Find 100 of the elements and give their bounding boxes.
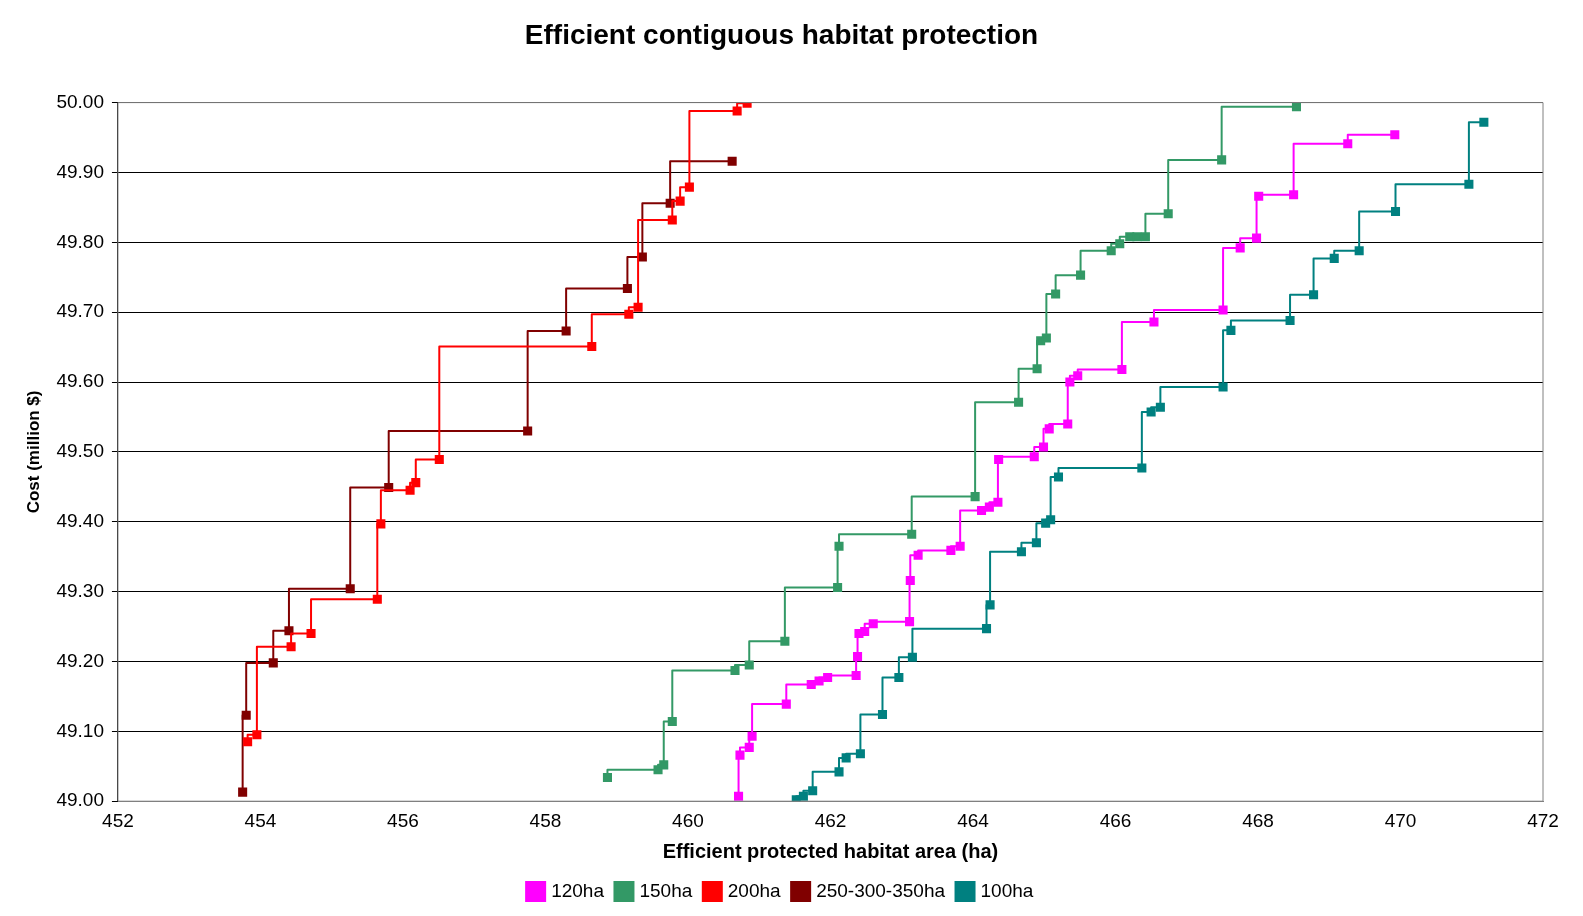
point (747, 731, 757, 741)
point (241, 710, 251, 720)
point (1479, 117, 1489, 127)
point (834, 767, 844, 777)
point (780, 636, 790, 646)
x-axis-title: Efficient protected habitat area (ha) (662, 839, 999, 862)
point (1217, 155, 1227, 165)
point (602, 772, 612, 782)
point (732, 106, 742, 116)
point (1390, 207, 1401, 217)
point (624, 309, 634, 319)
point (1235, 243, 1245, 253)
legend-label: 150ha (639, 879, 693, 901)
point (851, 670, 861, 680)
point (1354, 246, 1364, 256)
point (730, 666, 740, 676)
point (1146, 407, 1156, 417)
point (1132, 232, 1142, 242)
point (946, 545, 956, 555)
legend-label: 200ha (727, 879, 782, 901)
x-tick-label: 454 (244, 809, 277, 831)
point (1115, 239, 1125, 249)
point (894, 673, 904, 683)
point (667, 215, 677, 225)
point (985, 600, 995, 610)
point (1032, 364, 1042, 374)
point (994, 455, 1004, 465)
y-axis-title: Cost (million $) (23, 390, 43, 514)
point (1155, 402, 1165, 412)
y-tick-label: 49.50 (56, 440, 104, 462)
point (561, 326, 571, 336)
point (345, 584, 355, 594)
point (372, 594, 382, 604)
point (834, 541, 844, 551)
point (284, 626, 294, 636)
x-tick-label: 472 (1527, 809, 1559, 831)
point (853, 652, 863, 662)
point (1051, 289, 1061, 299)
point (238, 787, 248, 797)
legend-label: 100ha (980, 879, 1034, 901)
y-tick-label: 49.60 (56, 370, 104, 392)
point (684, 182, 694, 192)
x-tick-label: 466 (1099, 809, 1132, 831)
point (735, 750, 745, 760)
x-tick-label: 462 (814, 809, 847, 831)
x-tick-label: 468 (1242, 809, 1274, 831)
point (1076, 270, 1086, 280)
point (798, 791, 808, 801)
point (1016, 547, 1026, 557)
point (306, 629, 316, 639)
point (833, 582, 843, 592)
point (1137, 463, 1147, 473)
y-tick-label: 49.20 (56, 649, 104, 671)
point (970, 492, 980, 502)
point (587, 341, 597, 351)
point (286, 642, 296, 652)
x-tick-label: 460 (672, 809, 704, 831)
point (1041, 333, 1051, 343)
point (841, 753, 851, 763)
point (781, 699, 791, 709)
legend-label: 250-300-350ha (816, 879, 946, 901)
point (808, 786, 818, 796)
point (1029, 452, 1039, 462)
y-tick-label: 49.70 (56, 300, 104, 322)
point (1309, 290, 1319, 300)
point (1163, 209, 1173, 219)
point (1218, 305, 1228, 315)
point (823, 673, 833, 683)
point (913, 550, 923, 560)
legend-label: 120ha (551, 879, 605, 901)
point (1218, 382, 1228, 392)
point (855, 749, 865, 759)
point (1117, 364, 1127, 374)
y-tick-label: 49.40 (56, 509, 104, 531)
point (984, 502, 994, 512)
point (727, 156, 737, 166)
point (1285, 316, 1295, 326)
point (744, 660, 754, 670)
point (622, 283, 632, 293)
point (1044, 424, 1054, 434)
point (907, 529, 917, 539)
y-tick-label: 50.00 (56, 90, 104, 112)
point (1254, 191, 1264, 201)
point (955, 541, 965, 551)
x-tick-label: 464 (957, 809, 990, 831)
y-tick-label: 49.30 (56, 579, 104, 601)
point (659, 760, 669, 770)
x-tick-label: 458 (529, 809, 562, 831)
x-tick-label: 470 (1384, 809, 1417, 831)
point (1291, 102, 1301, 112)
point (376, 519, 386, 529)
point (868, 619, 878, 629)
y-tick-label: 49.00 (56, 789, 104, 811)
point (1031, 538, 1041, 548)
point (667, 717, 677, 727)
point (905, 617, 915, 627)
point (1038, 442, 1049, 452)
point (243, 737, 253, 747)
point (411, 478, 421, 488)
point (1046, 515, 1056, 525)
